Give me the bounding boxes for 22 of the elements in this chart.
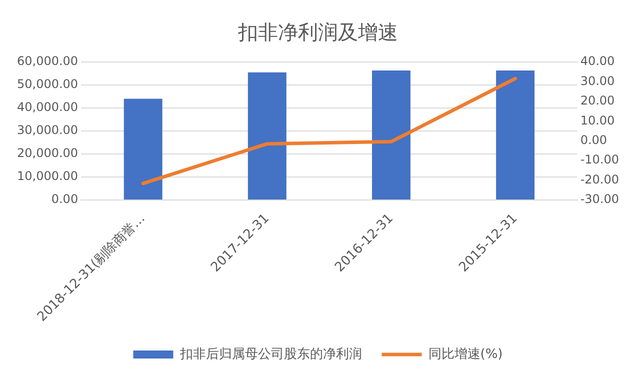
y2-tick-label: -20.00 (580, 172, 620, 186)
y2-tick-label: 30.00 (580, 74, 615, 88)
bar (372, 70, 410, 200)
y-tick-label: 10,000.00 (16, 169, 78, 184)
bar (496, 70, 535, 200)
legend-label: 同比增速(%) (428, 346, 503, 362)
chart-title: 扣非净利润及增速 (237, 20, 398, 44)
bar (248, 72, 286, 200)
y-tick-label: 30,000.00 (16, 123, 78, 138)
bar (124, 98, 162, 200)
y-tick-label: 60,000.00 (16, 54, 78, 68)
y-tick-label: 50,000.00 (16, 77, 78, 92)
y2-tick-label: 20.00 (580, 94, 615, 108)
y2-tick-label: -30.00 (580, 192, 620, 206)
y-tick-label: 20,000.00 (16, 146, 78, 160)
legend-label: 扣非后归属母公司股东的净利润 (178, 346, 362, 362)
y2-tick-label: 0.00 (580, 132, 608, 147)
y2-tick-label: 10.00 (580, 113, 615, 128)
y-tick-label: 0.00 (51, 192, 78, 206)
y-tick-label: 40,000.00 (16, 100, 78, 114)
y2-tick-label: -10.00 (580, 152, 620, 167)
y2-tick-label: 40.00 (580, 54, 615, 68)
